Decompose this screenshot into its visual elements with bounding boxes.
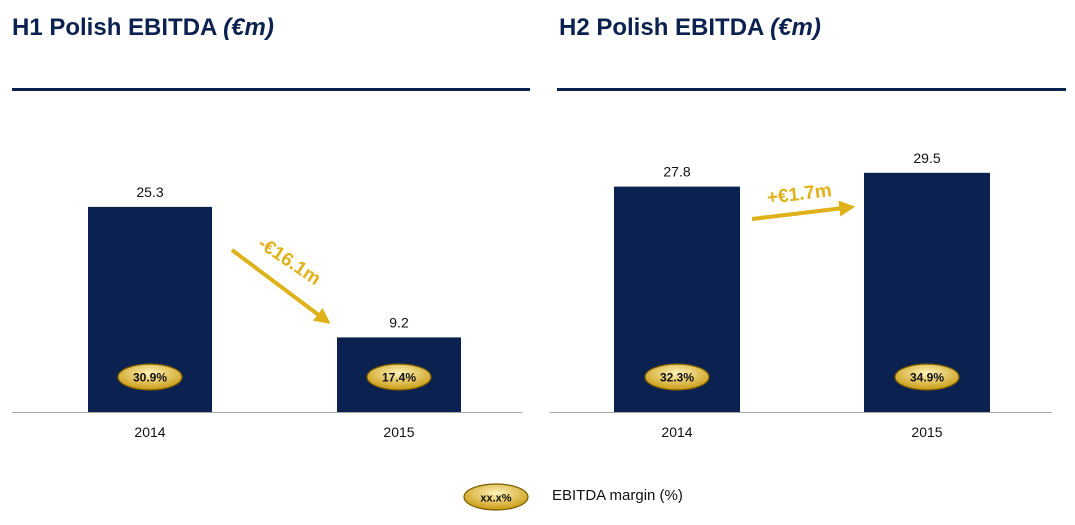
h1-margin-pill-2014 [117, 363, 183, 391]
h1-margin-label-2015: 17.4% [382, 371, 416, 385]
h2-tick-label-2015: 2015 [911, 424, 942, 440]
h2-margin-label-2015: 34.9% [910, 371, 944, 385]
h2-margin-pill-2015 [894, 363, 960, 391]
h1-ebitda-panel: H1 Polish EBITDA (€m) 25.3 30.9% 2014 9.2 17… [0, 0, 540, 460]
h1-margin-label-2014: 30.9% [133, 371, 167, 385]
h1-change-label: -€16.1m [254, 233, 324, 290]
legend-sample-text: xx.x% [480, 493, 511, 505]
legend: xx.x% EBITDA margin (%) [462, 482, 862, 514]
h2-ebitda-panel: H2 Polish EBITDA (€m) 27.8 32.3% 2014 29.5 3… [548, 0, 1075, 460]
h1-value-label-2015: 9.2 [389, 314, 409, 330]
h2-value-label-2015: 29.5 [913, 150, 940, 166]
legend-label: EBITDA margin (%) [552, 487, 683, 504]
h2-title-rule [557, 88, 1066, 91]
h2-change-arrow [751, 200, 856, 221]
h2-margin-label-2014: 32.3% [660, 371, 694, 385]
h2-ebitda-chart: 27.8 32.3% 2014 29.5 34.9% 2015 +€1.7m [550, 150, 1052, 440]
h2-margin-pill-2014 [644, 363, 710, 391]
h1-title-rule [12, 88, 530, 91]
h1-value-label-2014: 25.3 [136, 184, 163, 200]
legend-margin-pill: xx.x% [463, 483, 529, 511]
h2-change-label: +€1.7m [766, 180, 833, 209]
h1-tick-label-2015: 2015 [383, 424, 414, 440]
h2-tick-label-2014: 2014 [661, 424, 692, 440]
h1-ebitda-chart: 25.3 30.9% 2014 9.2 17.4% 2015 -€16.1m [12, 184, 522, 440]
h2-chart-title: H2 Polish EBITDA (€m) [559, 14, 821, 41]
h1-tick-label-2014: 2014 [134, 424, 165, 440]
h1-margin-pill-2015 [366, 363, 432, 391]
h2-value-label-2014: 27.8 [663, 164, 690, 180]
h1-chart-title: H1 Polish EBITDA (€m) [12, 14, 274, 41]
h1-change-arrow [230, 248, 331, 324]
